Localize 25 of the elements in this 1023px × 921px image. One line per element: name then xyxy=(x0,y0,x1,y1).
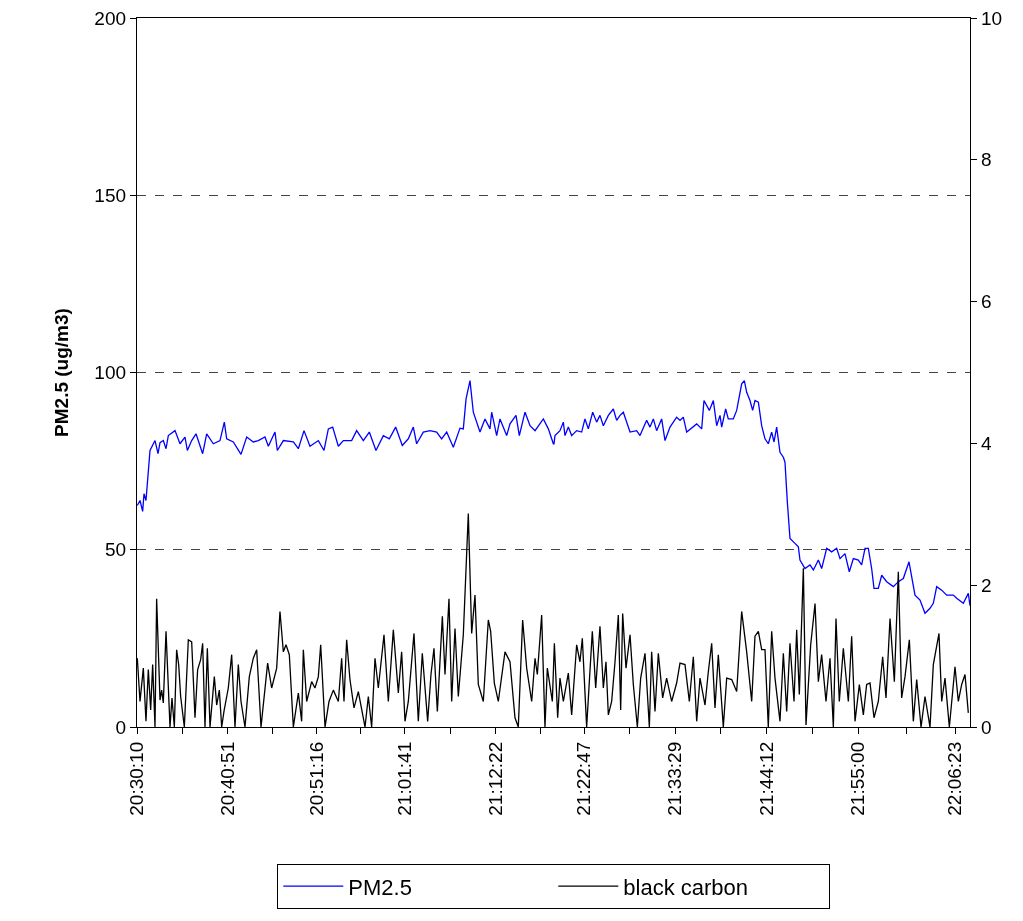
x-tick-label: 21:55:00 xyxy=(847,741,869,816)
x-tick-label: 21:01:41 xyxy=(394,741,416,816)
x-tick-label: 20:51:16 xyxy=(305,741,327,816)
legend-label: PM2.5 xyxy=(348,874,412,900)
legend-label: black carbon xyxy=(623,874,749,900)
y2-tick-label: 0 xyxy=(980,716,992,738)
y2-tick-label: 4 xyxy=(980,433,992,455)
x-tick-label: 20:30:10 xyxy=(126,741,148,816)
y-tick-label: 0 xyxy=(115,716,127,738)
y-axis-title: PM2.5 (ug/m3) xyxy=(51,308,73,437)
x-tick-label: 21:12:22 xyxy=(484,741,506,816)
y2-tick-label: 8 xyxy=(980,149,992,171)
y2-tick-label: 6 xyxy=(980,291,992,313)
y-tick-label: 50 xyxy=(104,539,127,561)
line-series xyxy=(137,380,970,614)
x-tick-label: 21:22:47 xyxy=(573,741,595,816)
y-tick-label: 200 xyxy=(94,7,127,29)
x-tick-label: 20:40:51 xyxy=(216,741,238,816)
x-tick-label: 21:33:29 xyxy=(664,741,686,816)
y2-tick-label: 2 xyxy=(980,574,992,596)
x-tick-label: 21:44:12 xyxy=(755,741,777,816)
x-tick-label: 22:06:23 xyxy=(944,741,966,816)
y-tick-label: 150 xyxy=(94,184,127,206)
y2-tick-label: 10 xyxy=(980,7,1003,29)
y-tick-label: 100 xyxy=(94,362,127,384)
